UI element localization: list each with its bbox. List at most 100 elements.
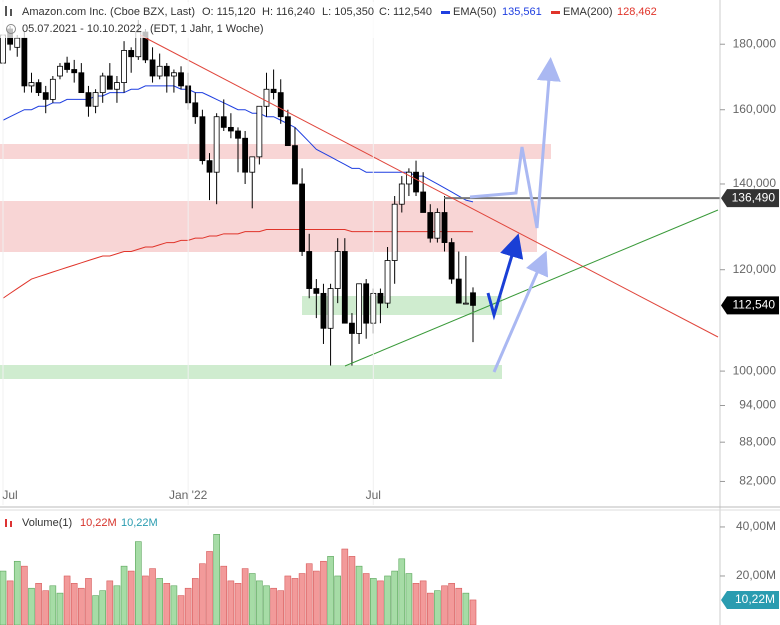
volume-bar: [334, 575, 341, 625]
candle-body: [121, 50, 127, 83]
candle-body: [334, 251, 341, 289]
volume-bar: [355, 565, 363, 625]
volume-bar: [42, 590, 50, 625]
volume-bar: [127, 570, 135, 625]
candle-body: [106, 75, 113, 90]
candle-body: [35, 82, 42, 94]
candle-body: [235, 130, 241, 139]
candle-body: [178, 72, 184, 87]
candle-body: [441, 212, 448, 243]
candle-body: [71, 69, 78, 74]
volume-bar: [63, 575, 71, 625]
y-tick-label: 88,000: [739, 434, 776, 448]
candle-body: [306, 251, 313, 289]
volume-bar: [270, 587, 277, 625]
legend-value: 135,561: [502, 6, 542, 18]
candle-body: [99, 75, 106, 94]
y-tick-label: 94,000: [739, 398, 776, 412]
candle-body: [92, 92, 99, 107]
candle-body: [14, 37, 21, 48]
volume-bar: [256, 580, 263, 625]
volume-bar: [78, 587, 85, 625]
volume-bar: [120, 565, 128, 625]
volume-value: 10,22M: [121, 517, 158, 529]
price-tag: [721, 189, 779, 208]
candle-body: [356, 283, 362, 334]
support-zone: [0, 365, 502, 379]
volume-header: Volume(1) 10,22M 10,22M: [5, 517, 158, 529]
candle-body: [341, 251, 348, 324]
volume-bar: [191, 578, 199, 625]
candle-body: [349, 322, 355, 334]
candle-body: [85, 92, 92, 107]
candle-body: [462, 302, 469, 305]
volume-bar: [85, 578, 92, 625]
candle-body: [156, 65, 163, 77]
y-tick-label: 120,000: [733, 262, 777, 276]
ema-line: [2, 85, 474, 203]
candle-body: [263, 88, 270, 107]
volume-bar: [391, 570, 398, 625]
y-tick-label: 160,000: [733, 102, 777, 116]
volume-bar: [441, 585, 448, 625]
candle-body: [199, 116, 206, 162]
volume-bar: [92, 595, 99, 625]
volume-bar: [149, 568, 156, 625]
icon: [6, 24, 16, 34]
volume-bar: [56, 592, 64, 625]
volume-bar: [135, 541, 142, 625]
volume-bar: [220, 565, 228, 625]
price-tag-label: 112,540: [733, 298, 776, 312]
volume-bar: [305, 563, 313, 625]
volume-bar: [377, 580, 384, 625]
candle-body: [313, 288, 320, 294]
candle-body: [171, 72, 177, 77]
volume-tag: [721, 590, 779, 609]
arrow: [486, 233, 524, 321]
arrow: [492, 250, 549, 373]
volume-bar: [184, 587, 192, 625]
volume-bar: [70, 583, 78, 625]
volume-bar: [234, 583, 242, 625]
price-tag-label: 136,490: [732, 190, 776, 204]
icon: [10, 9, 12, 16]
volume-bar: [320, 560, 327, 625]
volume-bar: [384, 575, 391, 625]
candle-body: [284, 116, 291, 147]
header-bg: [0, 2, 670, 38]
volume-bar: [434, 590, 441, 625]
volume-bar: [248, 573, 256, 625]
volume-bar: [227, 580, 235, 625]
volume-bar: [170, 585, 178, 625]
candle-body: [320, 292, 327, 329]
volume-bar: [199, 563, 206, 625]
volume-bar: [99, 590, 106, 625]
volume-bar: [163, 583, 171, 625]
volume-bar: [426, 592, 434, 625]
volume-bar: [298, 573, 306, 625]
info-close: C: 112,540: [379, 6, 432, 18]
candle-body: [220, 116, 227, 128]
candle-body: [78, 72, 85, 94]
icon: [5, 6, 7, 16]
candle-body: [270, 88, 277, 94]
volume-bar: [6, 580, 14, 625]
candle-body: [448, 242, 455, 280]
volume-bar: [469, 599, 477, 625]
candle-body: [57, 65, 63, 77]
candle-body: [42, 92, 49, 100]
candle-body: [21, 37, 28, 87]
candle-body: [292, 145, 298, 185]
volume-bar: [284, 575, 292, 625]
y-tick-label: 82,000: [739, 474, 776, 488]
candle-body: [192, 102, 199, 118]
candle-body: [427, 212, 434, 239]
volume-bar: [35, 583, 42, 625]
title: Amazon.com Inc. (Cboe BZX, Last): [22, 6, 195, 18]
volume-bar: [142, 575, 149, 625]
candle-body: [206, 160, 213, 173]
candle-body: [28, 82, 35, 87]
volume-bar: [398, 558, 406, 625]
icon: [10, 521, 12, 527]
volume-bar: [49, 585, 57, 625]
